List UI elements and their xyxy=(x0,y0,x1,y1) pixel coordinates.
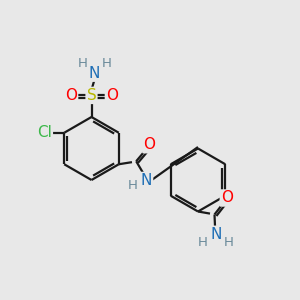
Text: O: O xyxy=(65,88,77,103)
Text: H: H xyxy=(128,179,138,192)
Text: H: H xyxy=(102,56,111,70)
Text: H: H xyxy=(224,236,233,249)
Text: N: N xyxy=(89,66,100,81)
Text: Cl: Cl xyxy=(37,125,52,140)
Text: S: S xyxy=(87,88,96,103)
Text: N: N xyxy=(141,173,152,188)
Text: H: H xyxy=(78,56,87,70)
Text: N: N xyxy=(211,227,222,242)
Text: O: O xyxy=(106,88,118,103)
Text: O: O xyxy=(221,190,233,206)
Text: H: H xyxy=(198,236,208,249)
Text: O: O xyxy=(143,137,155,152)
